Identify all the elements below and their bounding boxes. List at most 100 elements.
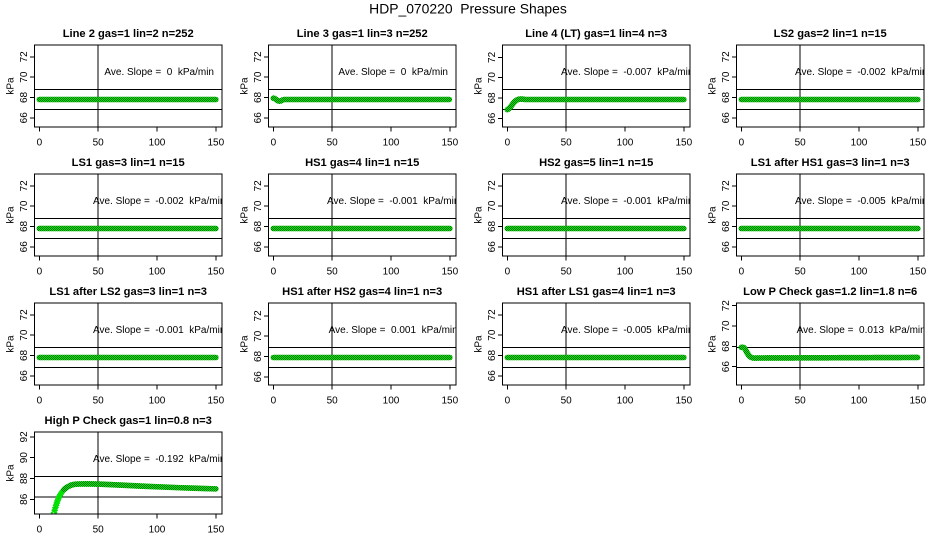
svg-text:100: 100	[149, 138, 166, 149]
svg-text:50: 50	[795, 396, 807, 407]
svg-text:0: 0	[505, 138, 511, 149]
svg-text:70: 70	[253, 200, 264, 212]
svg-text:150: 150	[207, 525, 224, 536]
svg-text:68: 68	[721, 220, 732, 232]
svg-text:100: 100	[617, 138, 634, 149]
svg-text:100: 100	[617, 396, 634, 407]
svg-text:Ave. Slope = -0.001 kPa/min: Ave. Slope = -0.001 kPa/min	[93, 325, 225, 336]
svg-text:kPa: kPa	[474, 206, 485, 224]
svg-text:100: 100	[383, 396, 400, 407]
svg-text:66: 66	[19, 241, 30, 253]
svg-text:150: 150	[441, 138, 458, 149]
svg-text:150: 150	[909, 267, 926, 278]
svg-text:50: 50	[561, 396, 573, 407]
svg-text:66: 66	[19, 112, 30, 124]
svg-text:Ave. Slope = -0.005 kPa/min: Ave. Slope = -0.005 kPa/min	[795, 196, 927, 207]
svg-text:66: 66	[253, 112, 264, 124]
svg-text:HDP_070220 Pressure Shapes: HDP_070220 Pressure Shapes	[369, 1, 567, 17]
svg-text:100: 100	[149, 396, 166, 407]
svg-text:68: 68	[487, 92, 498, 104]
svg-text:Ave. Slope = -0.001 kPa/min: Ave. Slope = -0.001 kPa/min	[561, 196, 693, 207]
svg-text:Ave. Slope = 0.013 kPa/min: Ave. Slope = 0.013 kPa/min	[797, 325, 926, 336]
svg-text:72: 72	[19, 51, 30, 63]
svg-text:68: 68	[19, 349, 30, 361]
svg-text:72: 72	[721, 180, 732, 192]
svg-text:LS1 after HS1 gas=3 lin=1 n=3: LS1 after HS1 gas=3 lin=1 n=3	[751, 157, 910, 169]
svg-text:100: 100	[149, 525, 166, 536]
svg-text:kPa: kPa	[6, 77, 17, 95]
svg-text:High P Check gas=1 lin=0.8 n=3: High P Check gas=1 lin=0.8 n=3	[45, 415, 212, 427]
svg-text:0: 0	[271, 267, 277, 278]
svg-text:kPa: kPa	[708, 206, 719, 224]
svg-text:66: 66	[487, 370, 498, 382]
svg-text:72: 72	[19, 309, 30, 321]
svg-text:68: 68	[19, 91, 30, 103]
svg-text:68: 68	[19, 220, 30, 232]
svg-text:70: 70	[253, 71, 264, 83]
svg-text:66: 66	[487, 241, 498, 253]
svg-text:66: 66	[253, 371, 264, 383]
svg-text:HS1 after LS1 gas=4 lin=1 n=3: HS1 after LS1 gas=4 lin=1 n=3	[517, 286, 676, 298]
svg-text:Ave. Slope = 0 kPa/min: Ave. Slope = 0 kPa/min	[104, 67, 214, 78]
svg-text:50: 50	[327, 138, 339, 149]
svg-text:kPa: kPa	[474, 335, 485, 353]
svg-text:100: 100	[149, 267, 166, 278]
svg-text:70: 70	[19, 200, 30, 212]
svg-text:72: 72	[721, 51, 732, 63]
svg-text:Ave. Slope = 0.001 kPa/min: Ave. Slope = 0.001 kPa/min	[329, 325, 458, 336]
svg-text:150: 150	[207, 267, 224, 278]
svg-text:50: 50	[93, 396, 105, 407]
svg-text:70: 70	[721, 71, 732, 83]
svg-text:Ave. Slope = -0.001 kPa/min: Ave. Slope = -0.001 kPa/min	[327, 196, 459, 207]
svg-text:72: 72	[253, 51, 264, 63]
svg-text:HS1 after HS2 gas=4 lin=1 n=3: HS1 after HS2 gas=4 lin=1 n=3	[282, 286, 442, 298]
svg-text:72: 72	[19, 180, 30, 192]
svg-text:LS2 gas=2 lin=1 n=15: LS2 gas=2 lin=1 n=15	[774, 28, 887, 40]
svg-text:kPa: kPa	[708, 77, 719, 95]
svg-text:70: 70	[487, 200, 498, 212]
svg-text:68: 68	[253, 91, 264, 103]
svg-text:0: 0	[739, 267, 745, 278]
svg-text:88: 88	[19, 472, 30, 484]
svg-text:86: 86	[19, 493, 30, 505]
svg-text:68: 68	[487, 220, 498, 232]
svg-text:150: 150	[207, 138, 224, 149]
svg-text:68: 68	[721, 340, 732, 352]
svg-text:LS1 gas=3 lin=1 n=15: LS1 gas=3 lin=1 n=15	[72, 157, 185, 169]
svg-text:72: 72	[487, 180, 498, 192]
svg-text:0: 0	[505, 267, 511, 278]
svg-text:100: 100	[851, 267, 868, 278]
svg-text:50: 50	[93, 525, 105, 536]
svg-text:kPa: kPa	[6, 206, 17, 224]
svg-text:66: 66	[487, 112, 498, 124]
svg-text:70: 70	[721, 320, 732, 332]
svg-text:150: 150	[909, 138, 926, 149]
svg-text:100: 100	[617, 267, 634, 278]
svg-text:50: 50	[795, 267, 807, 278]
svg-text:72: 72	[487, 51, 498, 63]
svg-text:100: 100	[851, 396, 868, 407]
svg-text:100: 100	[383, 267, 400, 278]
svg-text:kPa: kPa	[708, 335, 719, 353]
svg-text:72: 72	[253, 310, 264, 322]
svg-text:70: 70	[19, 329, 30, 341]
svg-text:100: 100	[383, 138, 400, 149]
svg-text:150: 150	[675, 267, 692, 278]
svg-text:kPa: kPa	[6, 335, 17, 353]
svg-text:Ave. Slope = -0.007 kPa/min: Ave. Slope = -0.007 kPa/min	[561, 67, 693, 78]
svg-text:68: 68	[487, 349, 498, 361]
svg-text:0: 0	[37, 267, 43, 278]
svg-text:68: 68	[253, 350, 264, 362]
svg-text:Low P Check gas=1.2 lin=1.8 n=: Low P Check gas=1.2 lin=1.8 n=6	[743, 286, 917, 298]
svg-text:50: 50	[561, 138, 573, 149]
svg-text:70: 70	[487, 329, 498, 341]
svg-text:72: 72	[487, 309, 498, 321]
svg-text:70: 70	[487, 72, 498, 84]
svg-text:0: 0	[37, 525, 43, 536]
svg-text:HS2 gas=5 lin=1 n=15: HS2 gas=5 lin=1 n=15	[539, 157, 653, 169]
svg-text:0: 0	[37, 138, 43, 149]
svg-text:50: 50	[561, 267, 573, 278]
svg-text:72: 72	[721, 300, 732, 312]
svg-text:150: 150	[675, 396, 692, 407]
svg-text:66: 66	[253, 241, 264, 253]
